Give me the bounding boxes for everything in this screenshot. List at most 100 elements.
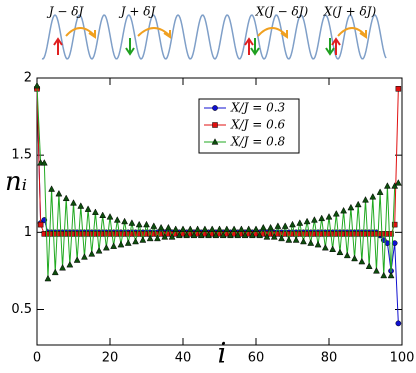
plot-area: 0 20 40 60 80 100 0.5 1 1.5 2 bbox=[11, 71, 414, 366]
plot-frame bbox=[36, 77, 403, 346]
data-point bbox=[343, 251, 351, 259]
data-point bbox=[146, 234, 154, 242]
data-point bbox=[395, 86, 402, 92]
data-point bbox=[336, 248, 344, 256]
data-point bbox=[369, 193, 377, 200]
data-point bbox=[376, 188, 384, 195]
data-point bbox=[164, 223, 172, 231]
lattice-potential bbox=[41, 14, 387, 60]
y-tick-label: 1 bbox=[24, 225, 32, 240]
data-point bbox=[168, 233, 176, 240]
data-point bbox=[256, 231, 264, 239]
data-point bbox=[62, 194, 70, 202]
legend-marker bbox=[212, 122, 218, 128]
data-point bbox=[157, 223, 165, 231]
data-point bbox=[48, 185, 56, 192]
data-point bbox=[387, 271, 395, 279]
x-tick-label: 60 bbox=[248, 351, 265, 366]
schematic-label: X(J − δJ) bbox=[255, 5, 309, 19]
data-point bbox=[289, 220, 296, 228]
data-point bbox=[135, 220, 143, 228]
y-axis-label: nᵢ bbox=[5, 167, 27, 197]
data-point bbox=[303, 217, 311, 225]
data-point bbox=[358, 257, 366, 265]
legend-marker bbox=[212, 105, 218, 111]
data-point bbox=[354, 200, 362, 208]
data-point bbox=[44, 274, 52, 282]
data-point bbox=[285, 236, 293, 243]
x-tick-label: 40 bbox=[175, 351, 192, 366]
data-point bbox=[365, 262, 373, 269]
data-point bbox=[179, 225, 187, 232]
data-point bbox=[321, 243, 329, 251]
schematic-label: J − δJ bbox=[46, 5, 85, 19]
data-point bbox=[351, 254, 358, 262]
data-point bbox=[278, 234, 285, 242]
data-point bbox=[77, 202, 85, 209]
data-point bbox=[55, 189, 63, 197]
data-point bbox=[332, 209, 340, 217]
data-point bbox=[132, 237, 139, 245]
data-point bbox=[267, 223, 275, 231]
data-point bbox=[318, 214, 326, 222]
data-point bbox=[230, 225, 238, 232]
data-point bbox=[227, 231, 234, 239]
data-point bbox=[106, 213, 114, 220]
data-point bbox=[259, 223, 267, 231]
data-point bbox=[186, 225, 194, 232]
data-point bbox=[128, 219, 136, 226]
legend-marker bbox=[211, 138, 219, 145]
data-point bbox=[81, 253, 88, 260]
data-point bbox=[395, 320, 402, 327]
data-point bbox=[121, 217, 129, 225]
data-point bbox=[219, 231, 227, 239]
data-point bbox=[172, 225, 180, 232]
x-tick-label: 100 bbox=[390, 351, 415, 366]
data-point bbox=[391, 221, 398, 228]
x-tick-label: 80 bbox=[321, 351, 338, 366]
data-point bbox=[208, 225, 216, 232]
data-point bbox=[154, 234, 161, 242]
data-point bbox=[117, 240, 125, 248]
legend-label: X/J = 0.6 bbox=[230, 118, 286, 132]
data-point bbox=[212, 231, 220, 239]
data-point bbox=[84, 205, 92, 212]
schematic-label: X(J + δJ) bbox=[323, 5, 377, 19]
data-point bbox=[99, 211, 107, 219]
data-point bbox=[241, 231, 249, 239]
data-point bbox=[150, 222, 158, 229]
data-point bbox=[194, 225, 202, 232]
legend-label: X/J = 0.8 bbox=[230, 135, 286, 149]
data-point bbox=[113, 216, 121, 223]
data-point bbox=[362, 196, 369, 203]
data-point bbox=[394, 179, 402, 186]
data-point bbox=[274, 222, 282, 229]
data-point bbox=[252, 225, 260, 232]
data-point bbox=[73, 256, 81, 263]
data-point bbox=[197, 231, 205, 239]
data-point bbox=[143, 220, 150, 228]
x-tick-label: 20 bbox=[102, 351, 119, 366]
x-tick-label: 0 bbox=[33, 351, 41, 366]
data-point bbox=[95, 247, 103, 254]
data-point bbox=[237, 225, 245, 232]
data-point bbox=[388, 231, 394, 237]
data-point bbox=[110, 242, 118, 249]
data-point bbox=[51, 268, 59, 276]
data-point bbox=[70, 199, 77, 206]
x-axis-label: i bbox=[218, 337, 227, 370]
data-point bbox=[190, 231, 198, 239]
legend-label: X/J = 0.3 bbox=[230, 101, 286, 115]
data-point bbox=[270, 233, 278, 240]
data-point bbox=[91, 208, 99, 215]
spin-arrows bbox=[53, 27, 367, 56]
data-point bbox=[347, 203, 355, 211]
data-point bbox=[245, 225, 253, 232]
legend-entries: X/J = 0.3 X/J = 0.6 X/J = 0.8 bbox=[204, 101, 286, 149]
data-point bbox=[102, 243, 110, 251]
data-point bbox=[383, 182, 391, 189]
data-point bbox=[175, 231, 183, 239]
data-point bbox=[201, 225, 209, 232]
data-point bbox=[88, 250, 96, 257]
